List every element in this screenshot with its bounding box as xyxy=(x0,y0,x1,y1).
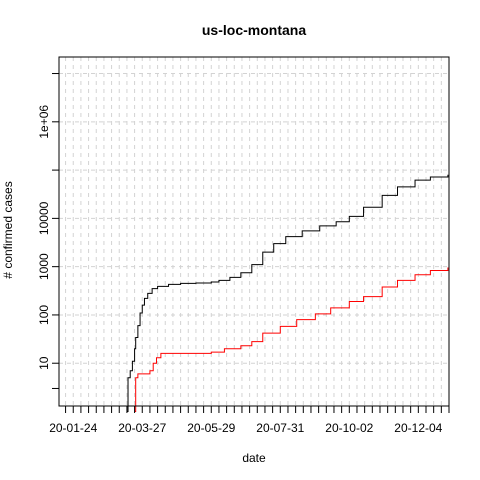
series-line-1 xyxy=(134,267,449,412)
y-tick-label: 10 xyxy=(37,356,51,370)
chart-title: us-loc-montana xyxy=(202,22,306,38)
y-axis: 10 100 1000 10000 1e+06 xyxy=(37,73,60,389)
x-tick-label: 20-12-04 xyxy=(394,421,442,435)
x-tick-label: 20-05-29 xyxy=(187,421,235,435)
x-axis-label: date xyxy=(242,451,266,465)
x-tick-label: 20-03-27 xyxy=(118,421,166,435)
y-tick-label: 1e+06 xyxy=(37,105,51,139)
x-tick-label: 20-01-24 xyxy=(49,421,97,435)
plot-frame xyxy=(58,56,450,407)
y-tick-label: 1000 xyxy=(37,253,51,280)
grid-layer xyxy=(59,57,450,406)
y-tick-label: 100 xyxy=(37,305,51,325)
x-tick-label: 20-07-31 xyxy=(256,421,304,435)
x-axis: 20-01-24 20-03-27 20-05-29 20-07-31 20-10-02… xyxy=(49,405,450,435)
series-layer xyxy=(126,174,449,412)
y-axis-label: # confirmed cases xyxy=(1,181,15,278)
y-tick-label: 10000 xyxy=(37,201,51,235)
x-tick-label: 20-10-02 xyxy=(325,421,373,435)
series-line-0 xyxy=(126,174,449,412)
